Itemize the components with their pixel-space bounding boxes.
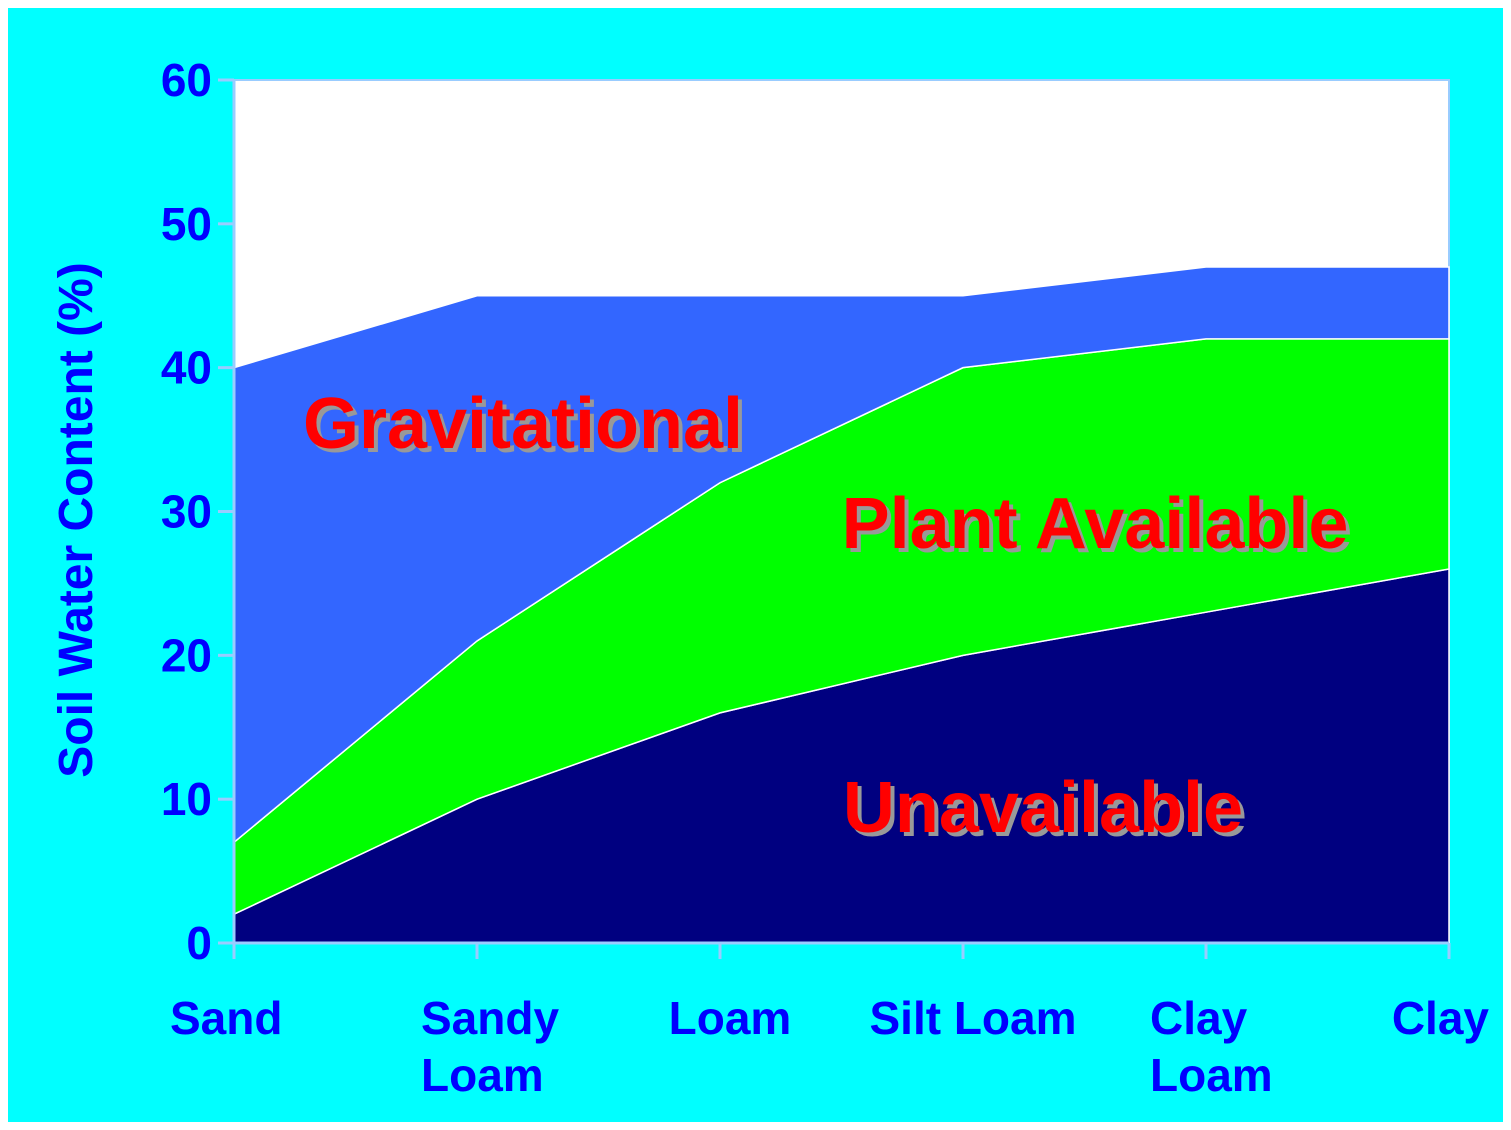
y-axis-title: Soil Water Content (%) [50,262,103,778]
series-label: Unavailable [843,768,1243,848]
y-tick-label: 50 [161,198,212,250]
area [233,266,1450,844]
x-tick-label: Clay [1150,992,1248,1044]
series-label: Gravitational [303,384,743,464]
x-tick-label: Silt Loam [869,992,1076,1044]
y-tick-label: 10 [161,773,212,825]
x-tick-label: Clay [1392,992,1490,1044]
y-tick-label: 40 [161,342,212,394]
series-label-shadow: Gravitational [307,388,747,468]
series-label-shadow: Plant Available [846,488,1353,568]
y-tick-label: 30 [161,486,212,538]
series-label-shadow: Unavailable [847,772,1247,852]
x-tick-label: Sandy [421,992,559,1044]
x-tick-label: Loam [669,992,792,1044]
series-label: Plant Available [842,484,1349,564]
x-tick-label: Loam [1150,1049,1273,1101]
y-tick-label: 0 [186,917,212,969]
x-tick-label: Loam [421,1049,544,1101]
y-tick-label: 20 [161,629,212,681]
x-tick-label: Sand [170,992,282,1044]
y-tick-label: 60 [161,54,212,106]
